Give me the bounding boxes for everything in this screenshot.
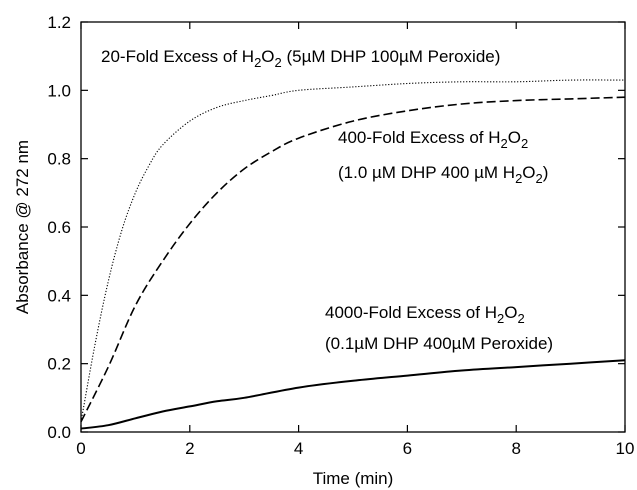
y-tick-label: 0.0	[47, 423, 71, 442]
x-axis-title: Time (min)	[313, 469, 394, 488]
x-tick-label: 4	[294, 439, 303, 458]
y-tick-label: 0.2	[47, 355, 71, 374]
x-tick-label: 8	[511, 439, 520, 458]
tick-marks	[80, 21, 626, 433]
y-tick-label: 1.0	[47, 81, 71, 100]
y-axis-title: Absorbance @ 272 nm	[13, 140, 32, 314]
y-tick-label: 0.6	[47, 218, 71, 237]
x-tick-label: 6	[403, 439, 412, 458]
annotation-4000-fold-line1: 4000-Fold Excess of H2O2	[325, 303, 525, 326]
x-tick-label: 2	[185, 439, 194, 458]
annotation-4000-fold-line2: (0.1µM DHP 400µM Peroxide)	[325, 334, 553, 353]
series-line-dashed	[80, 96, 626, 423]
series-line-solid	[80, 359, 626, 430]
y-tick-label: 0.4	[47, 286, 71, 305]
annotation-400-fold-line2: (1.0 µM DHP 400 µM H2O2)	[338, 163, 548, 186]
series-line-dotted	[80, 79, 626, 422]
annotation-400-fold-line1: 400-Fold Excess of H2O2	[338, 128, 528, 151]
plot-frame	[80, 21, 626, 433]
annotation-20-fold: 20-Fold Excess of H2O2 (5µM DHP 100µM Pe…	[101, 47, 500, 70]
x-tick-label: 10	[616, 439, 635, 458]
y-tick-label: 1.2	[47, 13, 71, 32]
x-tick-label: 0	[76, 439, 85, 458]
data-curves	[80, 79, 626, 430]
tick-labels: 0 2 4 6 8 10 0.0 0.2 0.4 0.6 0.8 1.0 1.2	[47, 13, 634, 458]
y-tick-label: 0.8	[47, 150, 71, 169]
